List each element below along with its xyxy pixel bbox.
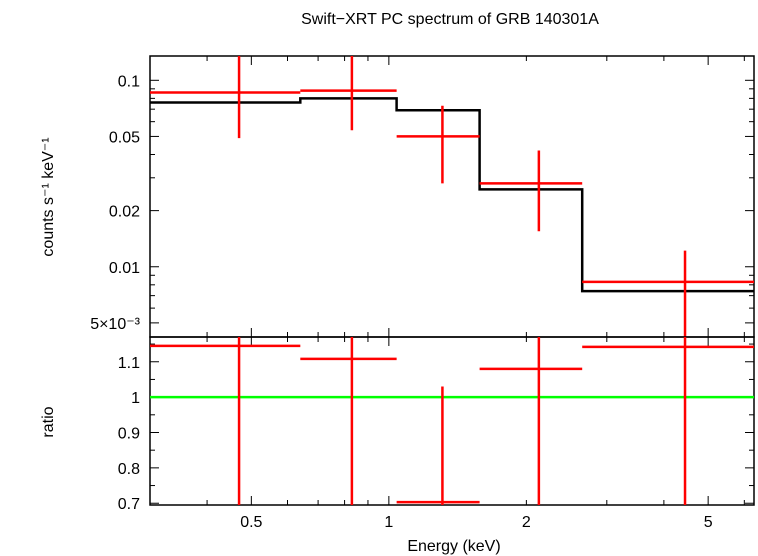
spectrum-y-tick-label: 0.05 bbox=[109, 129, 140, 146]
ratio-data-point bbox=[396, 386, 480, 505]
x-tick-label: 1 bbox=[384, 514, 393, 531]
ratio-data-point bbox=[150, 337, 301, 505]
spectrum-y-tick-label: 0.1 bbox=[118, 73, 140, 90]
x-tick-label: 2 bbox=[522, 514, 531, 531]
spectrum-data-point bbox=[300, 56, 397, 131]
ratio-y-axis-label: ratio bbox=[40, 406, 57, 437]
spectrum-y-axis-label: counts s⁻¹ keV⁻¹ bbox=[40, 137, 57, 256]
chart-title: Swift−XRT PC spectrum of GRB 140301A bbox=[301, 11, 599, 28]
ratio-data-point bbox=[479, 337, 583, 505]
ratio-panel: 1.1 1 0.9 0.8 0.7 0.5 1 2 5 bbox=[118, 336, 755, 531]
spectrum-data-point bbox=[150, 56, 301, 139]
spectrum-frame bbox=[149, 55, 755, 338]
spectrum-y-tick-label: 0.02 bbox=[109, 204, 140, 221]
ratio-y-tick-label: 0.7 bbox=[118, 496, 140, 513]
ratio-y-tick-label: 0.8 bbox=[118, 461, 140, 478]
ratio-frame bbox=[149, 336, 755, 506]
spectrum-data-point bbox=[582, 250, 754, 337]
spectrum-y-tick-label: 5×10⁻³ bbox=[90, 316, 140, 333]
x-tick-label: 0.5 bbox=[240, 514, 262, 531]
spectrum-y-tick-label: 0.01 bbox=[109, 260, 140, 277]
ratio-y-tick-label: 1.1 bbox=[118, 355, 140, 372]
x-axis-label: Energy (keV) bbox=[407, 538, 500, 555]
spectrum-data-point bbox=[479, 150, 583, 232]
ratio-data-point bbox=[582, 337, 754, 505]
x-tick-label: 5 bbox=[704, 514, 713, 531]
spectrum-data-point bbox=[396, 105, 480, 184]
spectrum-panel: 0.1 0.05 0.02 0.01 5×10⁻³ bbox=[90, 55, 755, 338]
model-step-line bbox=[150, 97, 754, 293]
ratio-data-point bbox=[300, 337, 397, 505]
ratio-y-tick-label: 0.9 bbox=[118, 425, 140, 442]
ratio-y-tick-label: 1 bbox=[131, 390, 140, 407]
